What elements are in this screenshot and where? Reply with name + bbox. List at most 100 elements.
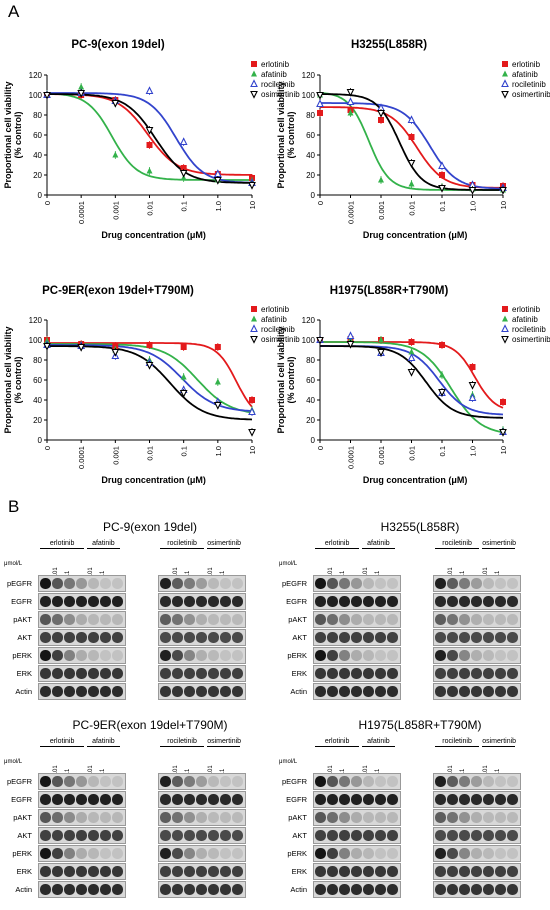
blot-band [172, 578, 183, 589]
blot-band [112, 776, 123, 787]
blot-band [100, 668, 111, 679]
blot-band [76, 686, 87, 697]
blot-band [64, 794, 75, 805]
drug-label-afatinib: afatinib [362, 738, 395, 747]
data-point-rociletinib [407, 115, 416, 124]
blot-band [40, 794, 51, 805]
x-axis-label: Drug concentration (μM) [363, 230, 468, 240]
blot-band [435, 596, 446, 607]
blot-band [100, 794, 111, 805]
blot-band [76, 614, 87, 625]
blot-band [447, 578, 458, 589]
blot-strip-pERK [433, 647, 521, 664]
blot-band [40, 614, 51, 625]
blot-band [208, 866, 219, 877]
drug-label-erlotinib: erlotinib [40, 738, 85, 747]
blot-band [447, 686, 458, 697]
blot-band [100, 650, 111, 661]
blot-band [64, 830, 75, 841]
drug-label-erlotinib: erlotinib [315, 540, 360, 549]
blot-band [483, 578, 494, 589]
blot-band [315, 848, 326, 859]
blot-band [327, 884, 338, 895]
legend-label-erlotinib: erlotinib [512, 305, 541, 314]
y-tick-label: 40 [306, 151, 315, 160]
blot-band [76, 848, 87, 859]
protein-label-pERK: pERK [287, 651, 307, 660]
blot-band [220, 668, 231, 679]
blot-band [232, 776, 243, 787]
blot-band [459, 776, 470, 787]
y-axis-label-unit: (% control) [13, 357, 23, 404]
blot-strip-pEGFR [38, 575, 126, 592]
blot-band [375, 812, 386, 823]
blot-band [172, 632, 183, 643]
blot-band [196, 848, 207, 859]
blot-band [375, 776, 386, 787]
blot-band [351, 650, 362, 661]
x-tick-label: 0.01 [146, 201, 155, 216]
blot-band [375, 632, 386, 643]
blot-band [363, 632, 374, 643]
blot-band [88, 830, 99, 841]
blot-band [339, 632, 350, 643]
x-tick-label: 0.01 [408, 446, 417, 461]
blot-band [208, 794, 219, 805]
blot-band [495, 650, 506, 661]
blot-strip-EGFR [38, 791, 126, 808]
blot-band [160, 812, 171, 823]
blot-band [471, 848, 482, 859]
blot-band [208, 578, 219, 589]
blot-band [184, 632, 195, 643]
data-point-erlotinib [214, 344, 221, 350]
chart-title: H3255(L858R) [351, 39, 427, 51]
blot-band [76, 632, 87, 643]
data-point-afatinib [112, 151, 119, 158]
blot-band [220, 866, 231, 877]
blot-band [112, 794, 123, 805]
blot-strip-pAKT [433, 809, 521, 826]
blot-strip-Actin [313, 683, 401, 700]
blot-band [471, 884, 482, 895]
blot-band [76, 776, 87, 787]
blot-block-3: PC-9ER(exon 19del+T790M) μmol/L erlotinib 0… [0, 715, 275, 910]
blot-band [375, 884, 386, 895]
blot-band [459, 830, 470, 841]
data-point-osimertinib [248, 428, 256, 437]
blot-band [363, 776, 374, 787]
blot-band [76, 812, 87, 823]
y-axis-label: Proportional cell viability [276, 81, 286, 188]
blot-band [64, 632, 75, 643]
data-point-osimertinib [407, 159, 416, 168]
blot-strip-pEGFR [313, 773, 401, 790]
blot-band [184, 830, 195, 841]
drug-label-rociletinib: rociletinib [435, 738, 480, 747]
blot-band [435, 866, 446, 877]
blot-band [64, 866, 75, 877]
blot-band [184, 578, 195, 589]
x-tick-label: 0.1 [438, 446, 447, 456]
blot-band [327, 632, 338, 643]
blot-band [459, 668, 470, 679]
blot-strip-EGFR [38, 593, 126, 610]
blot-band [184, 596, 195, 607]
x-tick-label: 0.1 [438, 201, 447, 211]
blot-band [40, 596, 51, 607]
blot-band [88, 650, 99, 661]
data-point-rociletinib [468, 393, 477, 402]
blot-band [447, 830, 458, 841]
data-point-rociletinib [438, 161, 446, 170]
protein-label-AKT: AKT [17, 633, 32, 642]
chart-1: PC-9(exon 19del) 0 20 40 60 80 100 120 0 0.0001 0.… [3, 39, 300, 240]
blot-band [220, 578, 231, 589]
blot-band [435, 776, 446, 787]
blot-title: PC-9(exon 19del) [102, 520, 198, 534]
blot-band [196, 830, 207, 841]
blot-band [483, 686, 494, 697]
data-point-afatinib [180, 373, 187, 380]
protein-label-Actin: Actin [15, 687, 32, 696]
protein-label-AKT: AKT [292, 633, 307, 642]
y-axis-label: Proportional cell viability [3, 326, 13, 433]
y-tick-label: 120 [29, 316, 43, 325]
blot-band [184, 866, 195, 877]
